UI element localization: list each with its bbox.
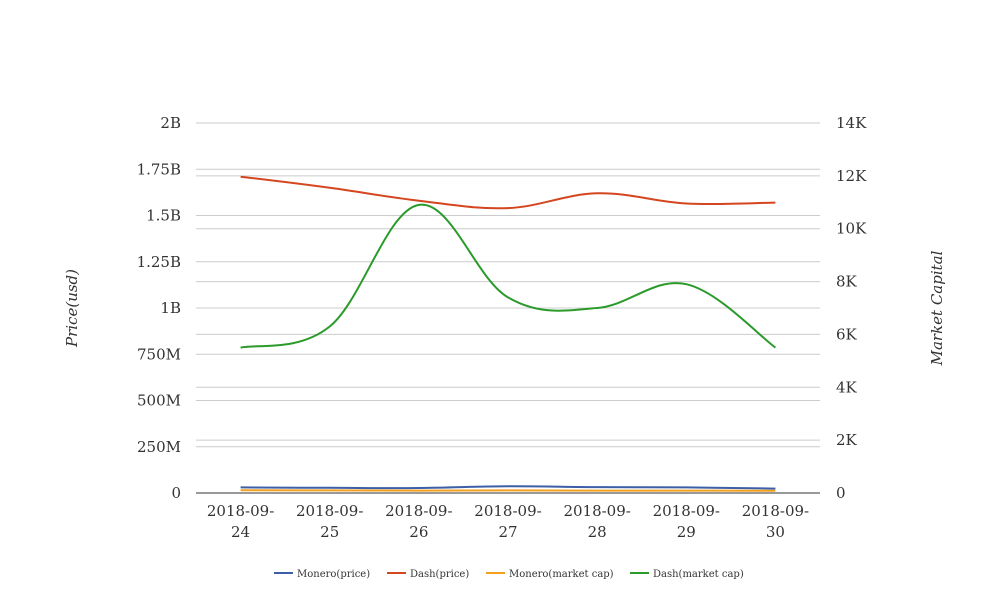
left-tick-label: 1.75B [137, 160, 181, 178]
legend-item: Monero(market cap) [486, 569, 614, 580]
right-tick-label: 14K [836, 114, 867, 132]
right-tick-label: 2K [836, 431, 858, 449]
right-gridlines [196, 175, 820, 441]
legend-label: Monero(price) [297, 569, 370, 580]
legend-label: Monero(market cap) [509, 569, 614, 580]
legend-item: Dash(market cap) [630, 569, 744, 580]
x-tick-label: 2018-09-27 [474, 502, 541, 541]
right-tick-label: 10K [836, 220, 867, 238]
left-tick-label: 500M [137, 392, 181, 410]
legend-label: Dash(price) [410, 569, 469, 580]
x-tick-label: 2018-09-25 [296, 502, 363, 541]
left-tick-label: 2B [160, 114, 181, 132]
series-line-monero-price- [240, 485, 776, 490]
left-axis-ticks: 0 250M 500M 750M 1B 1.25B 1.5B 1.75B 2B [137, 114, 181, 502]
right-tick-label: 8K [836, 273, 858, 291]
legend: Monero(price) Dash(price) Monero(market ca… [274, 569, 744, 580]
right-tick-label: 4K [836, 378, 858, 396]
left-tick-label: 1B [160, 299, 181, 317]
x-tick-label: 2018-09-26 [385, 502, 452, 541]
series-lines [240, 175, 776, 492]
right-tick-label: 6K [836, 325, 858, 343]
left-tick-label: 250M [137, 438, 181, 456]
x-axis-ticks: 2018-09-24 2018-09-25 2018-09-26 2018-09-27… [207, 502, 809, 541]
left-gridlines [196, 122, 820, 448]
left-tick-label: 1.5B [146, 207, 181, 225]
series-line-dash-price- [240, 175, 776, 210]
x-tick-label: 2018-09-29 [653, 502, 720, 541]
legend-label: Dash(market cap) [653, 569, 744, 580]
left-tick-label: 0 [171, 484, 181, 502]
x-tick-label: 2018-09-30 [742, 502, 809, 541]
right-tick-label: 0 [836, 484, 846, 502]
right-tick-label: 12K [836, 167, 867, 185]
right-axis-title: Market Capital [928, 250, 946, 366]
left-axis-title: Price(usd) [63, 269, 81, 348]
right-axis-ticks: 0 2K 4K 6K 8K 10K 12K 14K [836, 114, 867, 502]
series-line-monero-market-cap- [240, 489, 776, 492]
x-tick-label: 2018-09-28 [563, 502, 630, 541]
legend-item: Dash(price) [387, 569, 469, 580]
series-line-dash-market-cap- [240, 203, 776, 349]
left-tick-label: 1.25B [137, 253, 181, 271]
left-tick-label: 750M [137, 345, 181, 363]
x-tick-label: 2018-09-24 [207, 502, 274, 541]
legend-item: Monero(price) [274, 569, 370, 580]
